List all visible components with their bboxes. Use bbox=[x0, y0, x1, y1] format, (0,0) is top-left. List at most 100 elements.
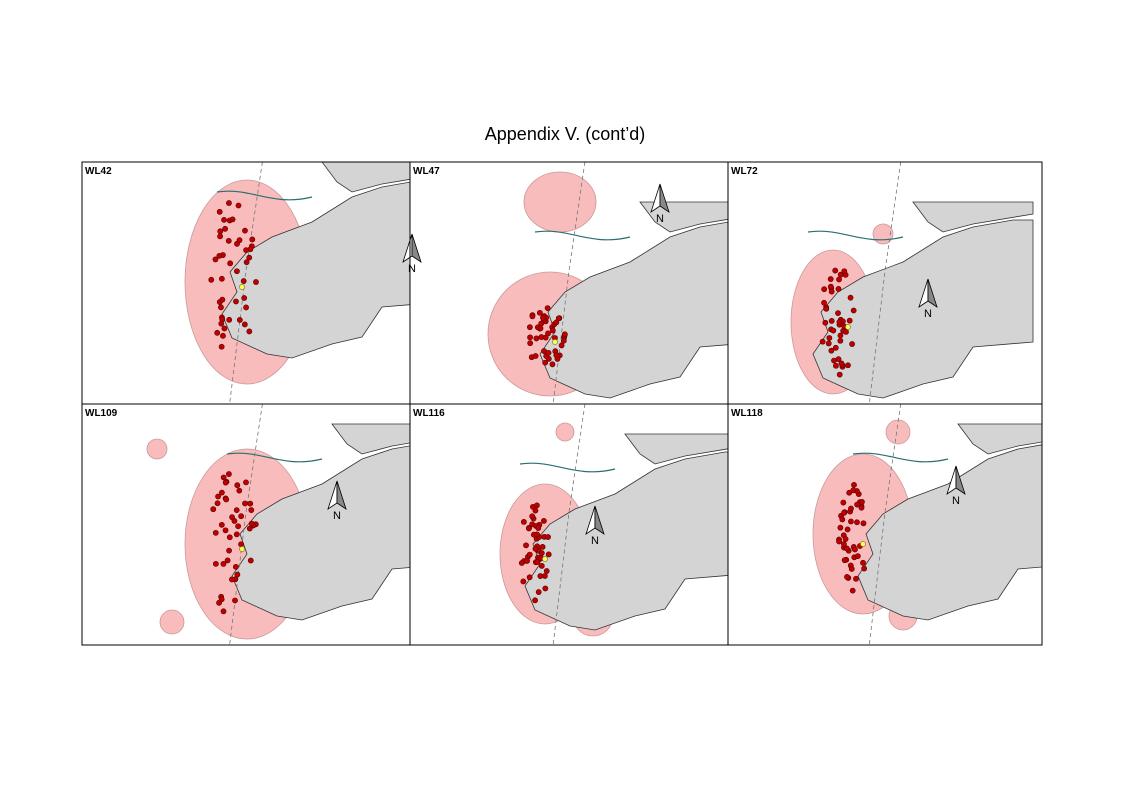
sighting bbox=[846, 317, 853, 324]
sighting bbox=[247, 557, 254, 564]
land bbox=[216, 162, 410, 359]
sighting-highlight bbox=[860, 541, 866, 547]
panel-label: WL116 bbox=[413, 408, 445, 419]
sighting bbox=[218, 275, 225, 282]
sighting bbox=[233, 531, 240, 538]
sighting bbox=[560, 337, 567, 344]
river bbox=[852, 452, 949, 463]
river bbox=[519, 462, 616, 473]
sighting bbox=[525, 525, 532, 532]
sighting bbox=[215, 493, 221, 500]
home-range bbox=[555, 422, 575, 442]
sighting bbox=[843, 545, 850, 552]
sighting bbox=[524, 558, 530, 564]
sighting bbox=[850, 307, 857, 314]
sighting bbox=[236, 487, 243, 494]
sighting bbox=[861, 565, 868, 572]
sighting bbox=[539, 544, 546, 550]
boundary bbox=[868, 404, 902, 645]
sighting bbox=[221, 325, 228, 332]
sighting bbox=[222, 527, 229, 534]
sighting bbox=[223, 496, 230, 503]
sighting bbox=[243, 247, 249, 254]
north-arrow bbox=[659, 183, 670, 213]
sighting bbox=[238, 513, 245, 520]
sighting bbox=[534, 531, 540, 538]
sighting bbox=[247, 500, 254, 507]
sighting bbox=[836, 276, 842, 283]
sighting bbox=[538, 562, 545, 569]
sighting bbox=[208, 276, 215, 283]
sighting bbox=[828, 318, 835, 324]
sighting bbox=[854, 501, 861, 508]
sighting bbox=[243, 304, 249, 311]
sighting bbox=[838, 360, 845, 367]
sighting bbox=[852, 546, 858, 553]
sighting bbox=[845, 362, 851, 369]
boundary bbox=[868, 162, 902, 404]
land-mass bbox=[231, 445, 410, 621]
sighting bbox=[819, 338, 826, 345]
north-label: N bbox=[952, 495, 960, 507]
map-panel: N WL47 bbox=[409, 161, 729, 405]
sighting bbox=[841, 268, 848, 275]
sighting bbox=[246, 328, 253, 335]
map bbox=[790, 162, 1034, 404]
sighting bbox=[214, 500, 221, 507]
panel-frame bbox=[727, 403, 1043, 646]
sighting bbox=[543, 568, 550, 574]
sighting bbox=[854, 553, 861, 560]
sighting bbox=[248, 507, 255, 513]
sighting bbox=[850, 487, 857, 494]
sighting bbox=[224, 557, 231, 564]
sighting bbox=[241, 295, 248, 301]
sighting bbox=[840, 499, 847, 506]
sighting bbox=[535, 589, 542, 595]
land-mass bbox=[957, 423, 1042, 455]
land-mass bbox=[912, 201, 1034, 233]
sighting bbox=[235, 202, 242, 209]
sighting bbox=[860, 559, 866, 566]
sighting bbox=[218, 489, 225, 496]
north-arrow bbox=[927, 278, 938, 308]
panel-label: WL109 bbox=[85, 408, 118, 419]
map bbox=[146, 404, 410, 645]
sighting bbox=[841, 509, 848, 516]
sighting bbox=[235, 523, 242, 530]
sighting bbox=[545, 330, 551, 337]
sighting bbox=[226, 471, 232, 477]
land bbox=[519, 433, 728, 631]
sighting bbox=[234, 571, 241, 578]
sighting bbox=[520, 518, 527, 525]
sighting bbox=[238, 541, 244, 548]
sighting bbox=[848, 505, 854, 512]
river bbox=[216, 190, 313, 201]
river bbox=[534, 230, 631, 241]
sighting bbox=[242, 500, 248, 507]
sighting bbox=[229, 576, 235, 583]
sighting bbox=[836, 538, 842, 545]
sighting bbox=[219, 296, 226, 303]
sighting bbox=[243, 479, 249, 486]
sighting bbox=[844, 526, 851, 533]
sighting bbox=[837, 337, 844, 344]
land bbox=[534, 201, 728, 399]
sighting bbox=[849, 587, 856, 594]
sighting bbox=[549, 361, 556, 368]
sighting bbox=[526, 551, 533, 558]
sighting bbox=[232, 563, 239, 570]
sighting bbox=[553, 352, 560, 359]
sighting bbox=[226, 200, 232, 206]
sighting bbox=[836, 371, 843, 378]
sighting bbox=[532, 597, 538, 604]
sighting bbox=[540, 314, 546, 321]
sighting bbox=[835, 356, 842, 363]
sighting-highlight bbox=[552, 339, 558, 345]
sighting bbox=[535, 525, 542, 531]
home-range bbox=[523, 171, 597, 233]
sighting bbox=[859, 498, 865, 505]
sighting bbox=[520, 578, 527, 585]
sighting bbox=[218, 320, 225, 327]
land bbox=[807, 201, 1034, 399]
sighting bbox=[229, 216, 236, 223]
